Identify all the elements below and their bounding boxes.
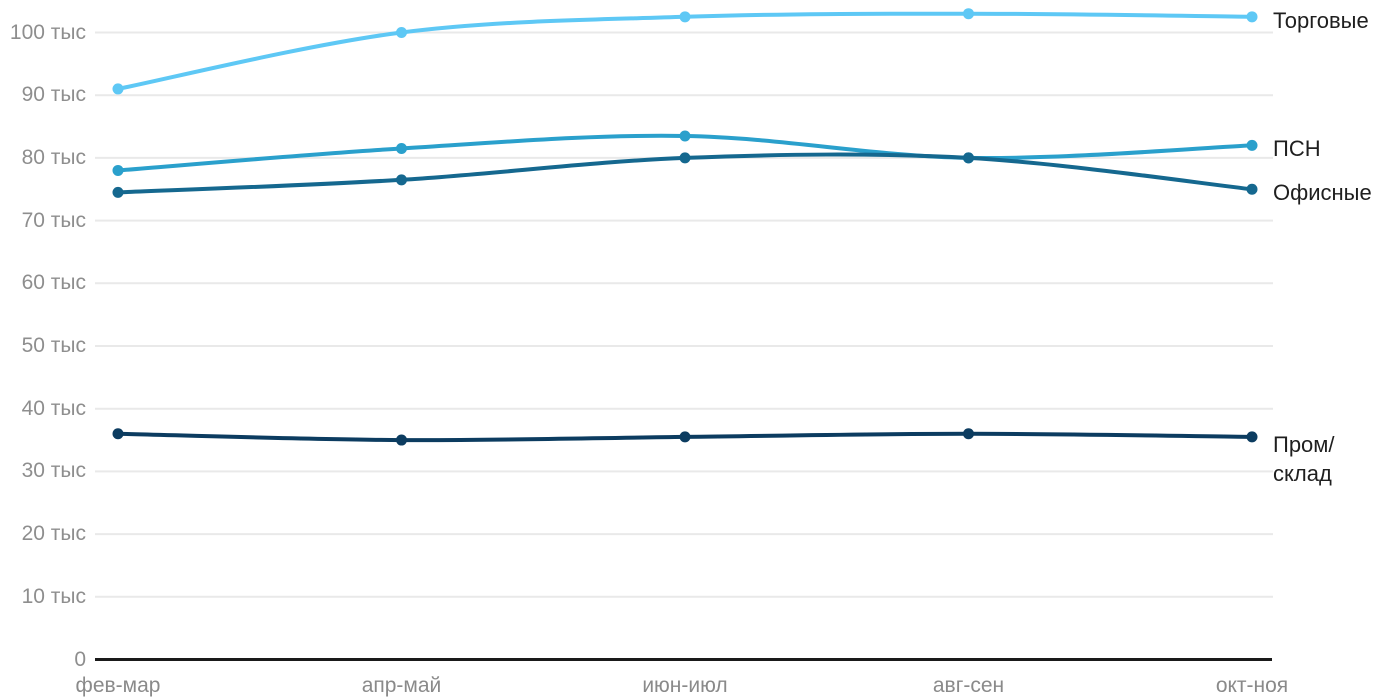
series-label-prom-sklad-line-1: Пром/ <box>1273 431 1335 457</box>
series-label-psn-line-1: ПСН <box>1273 136 1321 162</box>
series-label-ofisnye: Офисные <box>1273 178 1372 207</box>
y-tick-label-90: 90 тыс <box>21 83 86 107</box>
series-line-torgovye <box>116 11 1254 91</box>
series-dot-prom-sklad-2[interactable] <box>396 434 407 446</box>
series-dot-prom-sklad-3[interactable] <box>679 431 691 443</box>
y-tick-label-70: 70 тыс <box>21 208 86 232</box>
y-tick-label-60: 60 тыс <box>21 271 86 295</box>
x-tick-label-5: окт-ноя <box>1215 674 1289 697</box>
series-dot-torgovye-3[interactable] <box>679 11 691 23</box>
series-label-prom-sklad: Пром/склад <box>1273 430 1335 488</box>
series-label-psn: ПСН <box>1273 134 1321 163</box>
series-dot-prom-sklad-1[interactable] <box>112 428 124 440</box>
series-dot-torgovye-2[interactable] <box>396 27 407 38</box>
series-dot-torgovye-5[interactable] <box>1246 11 1258 23</box>
series-dot-torgovye-4[interactable] <box>963 8 974 20</box>
y-tick-label-20: 20 тыс <box>21 522 86 546</box>
series-dot-ofisnye-5[interactable] <box>1246 183 1258 195</box>
series-dot-prom-sklad-4[interactable] <box>963 428 974 440</box>
y-tick-label-80: 80 тыс <box>21 145 86 169</box>
series-dot-prom-sklad-5[interactable] <box>1246 431 1258 443</box>
series-label-torgovye: Торговые <box>1273 6 1369 35</box>
series-dot-ofisnye-4[interactable] <box>963 152 974 164</box>
series-dot-psn-3[interactable] <box>679 130 691 142</box>
series-dot-ofisnye-3[interactable] <box>679 152 691 164</box>
x-tick-label-4: авг-сен <box>932 674 1005 697</box>
y-tick-label-50: 50 тыс <box>21 334 86 357</box>
series-label-torgovye-line-1: Торговые <box>1273 7 1369 33</box>
series-dot-torgovye-1[interactable] <box>112 83 124 95</box>
y-tick-label-100: 100 тыс <box>9 20 86 44</box>
y-tick-label-10: 10 тыс <box>21 584 86 608</box>
series-dot-psn-2[interactable] <box>396 142 407 154</box>
series-dot-psn-1[interactable] <box>112 164 124 176</box>
series-dot-ofisnye-1[interactable] <box>112 186 124 198</box>
series-dot-psn-5[interactable] <box>1246 139 1258 151</box>
y-tick-label-40: 40 тыс <box>21 396 86 420</box>
x-tick-label-2: апр-май <box>361 674 442 697</box>
series-label-prom-sklad-line-2: склад <box>1273 460 1332 486</box>
x-tick-label-1: фев-мар <box>75 674 161 697</box>
series-dot-ofisnye-2[interactable] <box>396 174 407 186</box>
y-tick-label-0: 0 <box>74 647 86 671</box>
y-tick-label-30: 30 тыс <box>21 459 86 483</box>
x-tick-label-3: июн-июл <box>642 674 728 697</box>
series-label-ofisnye-line-1: Офисные <box>1273 180 1372 206</box>
